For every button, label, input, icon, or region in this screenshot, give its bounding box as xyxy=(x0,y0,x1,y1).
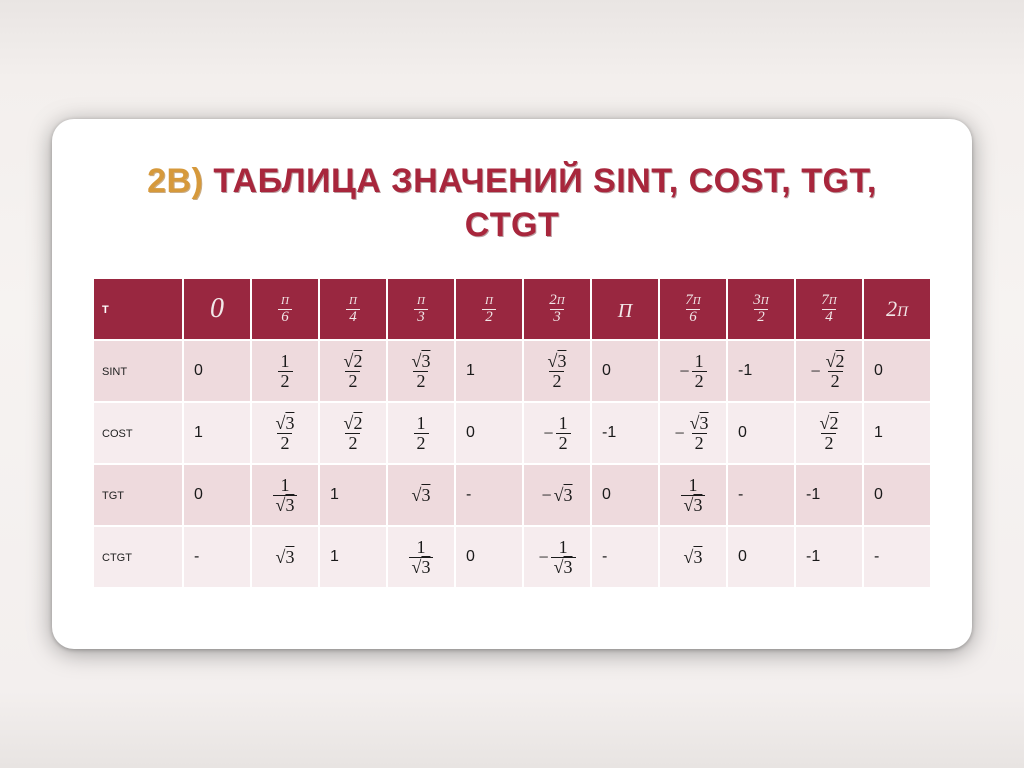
cell: -1 xyxy=(795,526,863,588)
cell: - xyxy=(183,526,251,588)
cell: - xyxy=(727,464,795,526)
cell: √32 xyxy=(523,340,591,402)
table-row: tgt01√31√3-−√301√3--10 xyxy=(93,464,931,526)
cell: √3 xyxy=(251,526,319,588)
hdr-8: 3π2 xyxy=(727,278,795,340)
cell: - xyxy=(591,526,659,588)
cell: 0 xyxy=(455,526,523,588)
cell: √32 xyxy=(251,402,319,464)
cell: -1 xyxy=(795,464,863,526)
cell: -1 xyxy=(591,402,659,464)
title-label: 2b) xyxy=(147,162,203,200)
cell: −√3 xyxy=(523,464,591,526)
cell: 1 xyxy=(863,402,931,464)
table-row: sint012√22√321√320−12-1−√220 xyxy=(93,340,931,402)
slide-background: 2b) Таблица значений sint, cost, tgt, ct… xyxy=(0,0,1024,768)
table-header: t 0 π6 π4 π3 π2 2π3 π 7π6 3π2 7π4 2π xyxy=(93,278,931,340)
trig-table: t 0 π6 π4 π3 π2 2π3 π 7π6 3π2 7π4 2π sin… xyxy=(92,277,932,589)
cell: 0 xyxy=(455,402,523,464)
cell: 1√3 xyxy=(659,464,727,526)
cell: √3 xyxy=(387,464,455,526)
cell: - xyxy=(455,464,523,526)
hdr-3: π3 xyxy=(387,278,455,340)
cell: 0 xyxy=(183,464,251,526)
cell: √22 xyxy=(319,402,387,464)
cell: 0 xyxy=(591,464,659,526)
hdr-7: 7π6 xyxy=(659,278,727,340)
cell: √32 xyxy=(387,340,455,402)
cell: √3 xyxy=(659,526,727,588)
cell: 0 xyxy=(863,464,931,526)
cell: 12 xyxy=(251,340,319,402)
cell: 0 xyxy=(863,340,931,402)
table-corner: t xyxy=(93,278,183,340)
title-text-1: Таблица значений sint, cost, tgt, xyxy=(213,162,876,200)
cell: −12 xyxy=(523,402,591,464)
hdr-5: 2π3 xyxy=(523,278,591,340)
title-text-2: ctgt xyxy=(465,206,560,244)
cell: 1 xyxy=(455,340,523,402)
cell: 0 xyxy=(591,340,659,402)
cell: −√22 xyxy=(795,340,863,402)
hdr-0: 0 xyxy=(183,278,251,340)
cell: −√32 xyxy=(659,402,727,464)
cell: 1√3 xyxy=(251,464,319,526)
cell: 12 xyxy=(387,402,455,464)
cell: −12 xyxy=(659,340,727,402)
table-row: ctgt-√311√30−1√3-√30-1- xyxy=(93,526,931,588)
cell: 1√3 xyxy=(387,526,455,588)
hdr-10: 2π xyxy=(863,278,931,340)
cell: 1 xyxy=(319,464,387,526)
cell: −1√3 xyxy=(523,526,591,588)
hdr-4: π2 xyxy=(455,278,523,340)
cell: 0 xyxy=(727,402,795,464)
cell: 0 xyxy=(183,340,251,402)
table-body: sint012√22√321√320−12-1−√220cost1√32√221… xyxy=(93,340,931,588)
hdr-1: π6 xyxy=(251,278,319,340)
row-label: tgt xyxy=(93,464,183,526)
hdr-9: 7π4 xyxy=(795,278,863,340)
row-label: ctgt xyxy=(93,526,183,588)
slide-card: 2b) Таблица значений sint, cost, tgt, ct… xyxy=(52,119,972,649)
table-row: cost1√32√22120−12-1−√320√221 xyxy=(93,402,931,464)
cell: 1 xyxy=(183,402,251,464)
cell: 1 xyxy=(319,526,387,588)
row-label: cost xyxy=(93,402,183,464)
hdr-6: π xyxy=(591,278,659,340)
row-label: sint xyxy=(93,340,183,402)
cell: - xyxy=(863,526,931,588)
cell: √22 xyxy=(319,340,387,402)
cell: -1 xyxy=(727,340,795,402)
hdr-2: π4 xyxy=(319,278,387,340)
cell: √22 xyxy=(795,402,863,464)
cell: 0 xyxy=(727,526,795,588)
slide-title: 2b) Таблица значений sint, cost, tgt, ct… xyxy=(92,159,932,247)
